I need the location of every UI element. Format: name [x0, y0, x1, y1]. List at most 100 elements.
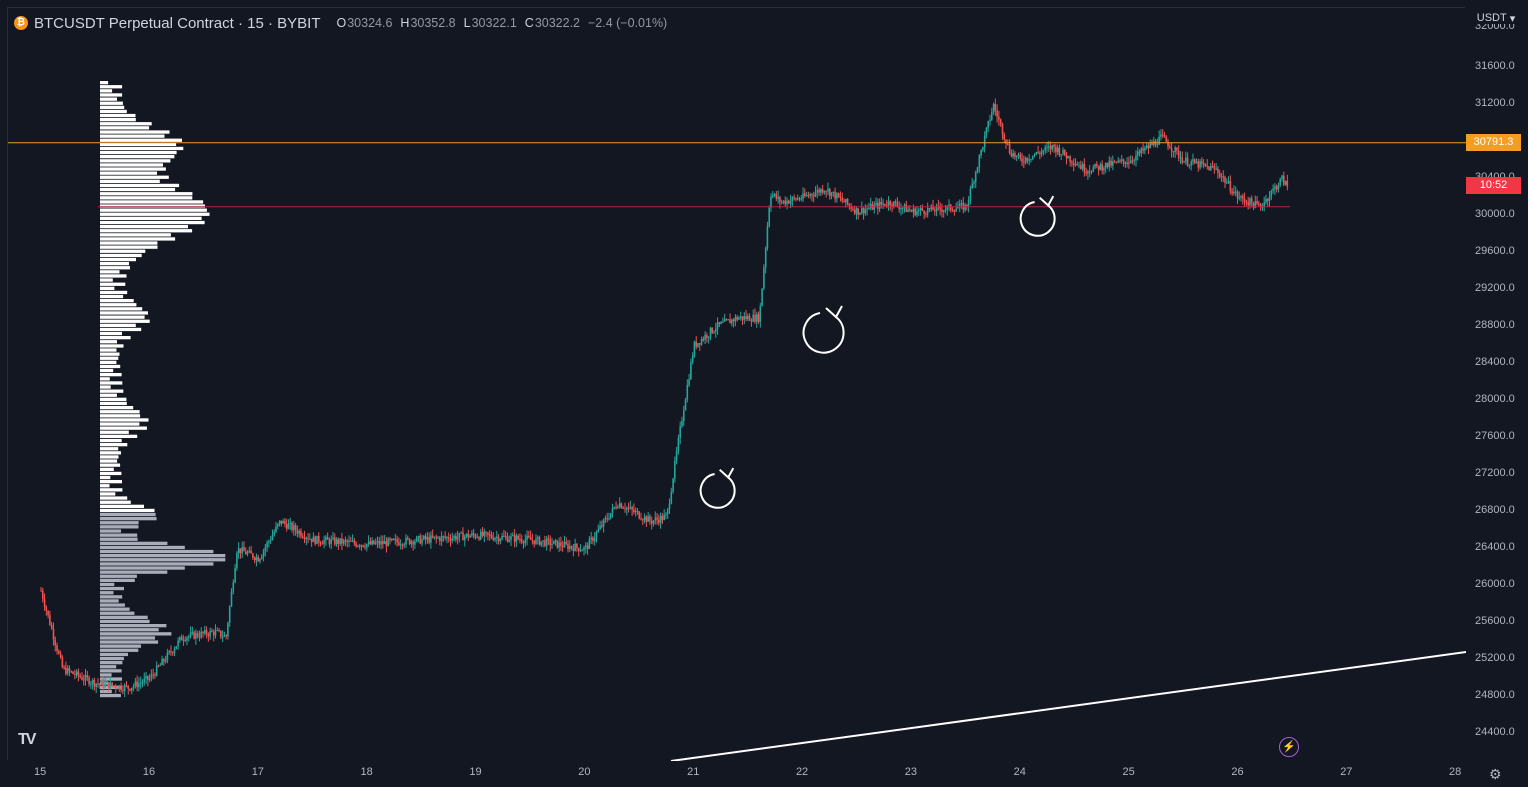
candle-body	[978, 155, 981, 168]
candle-body	[795, 198, 797, 200]
candle-body	[261, 556, 263, 559]
volume-profile-bar	[100, 146, 184, 151]
candle-body	[378, 541, 381, 545]
candle-body	[864, 209, 867, 214]
chart-canvas[interactable]	[8, 8, 1466, 761]
candle-body	[305, 538, 308, 539]
candle-body	[736, 317, 738, 320]
candle-body	[958, 203, 961, 208]
candle-body	[1210, 166, 1212, 171]
candle-body	[136, 681, 138, 688]
volume-profile-bar	[100, 434, 138, 438]
candle-body	[1128, 162, 1130, 164]
candle-body	[1092, 167, 1095, 172]
candle-body	[56, 645, 58, 652]
candle-body	[818, 189, 820, 193]
candle-body	[456, 537, 459, 540]
candle-body	[618, 503, 621, 507]
candle-body	[358, 545, 361, 547]
candle-body	[585, 545, 587, 548]
candle-body	[974, 172, 977, 182]
candle-body	[807, 195, 810, 197]
candle-body	[127, 685, 129, 689]
candle-body	[1090, 171, 1093, 173]
candle-body	[394, 539, 397, 541]
candle-body	[558, 542, 560, 548]
tradingview-logo[interactable]: TV	[18, 731, 37, 748]
candle-body	[328, 539, 331, 545]
candle-body	[950, 204, 952, 211]
candle-body	[492, 537, 494, 540]
candle-body	[259, 559, 261, 562]
candle-body	[501, 536, 503, 540]
volume-profile-bar	[100, 377, 110, 381]
candle-body	[66, 668, 69, 674]
candle-body	[770, 196, 772, 208]
candle-body	[707, 336, 710, 338]
volume-profile-bar	[100, 566, 185, 570]
volume-profile-bar	[100, 183, 180, 188]
candle-body	[1103, 168, 1105, 171]
candle-body	[912, 208, 915, 212]
drawing-circle-arrow-head	[1039, 195, 1055, 207]
volume-profile-bar	[100, 533, 138, 537]
candle-body	[1108, 160, 1111, 167]
volume-profile-bar	[100, 525, 139, 529]
volume-profile-bar	[100, 500, 131, 504]
candle-body	[385, 541, 388, 547]
candle-body	[376, 541, 379, 543]
candle-body	[743, 316, 746, 320]
candle-body	[1037, 152, 1039, 154]
candle-body	[549, 539, 551, 546]
candle-body	[992, 104, 995, 113]
currency-selector[interactable]: USDT ▾	[1471, 8, 1521, 28]
candle-body	[1024, 157, 1027, 163]
candle-body	[862, 207, 865, 214]
candle-body	[1247, 202, 1249, 206]
candle-body	[52, 628, 55, 640]
candle-body	[561, 546, 564, 548]
volume-profile-bar	[100, 414, 141, 418]
candle-body	[967, 200, 970, 206]
plot-area[interactable]	[7, 7, 1466, 761]
price-axis-label: 31600.0	[1475, 60, 1515, 72]
candle-body	[47, 610, 49, 616]
volume-profile-bar	[100, 200, 204, 204]
candle-body	[816, 189, 819, 193]
candle-body	[1160, 134, 1162, 137]
candle-body	[517, 535, 519, 539]
candle-body	[588, 539, 591, 549]
volume-profile-bar	[100, 142, 177, 146]
candle-body	[100, 680, 103, 684]
candle-body	[711, 327, 713, 333]
candle-body	[59, 653, 62, 658]
candle-body	[291, 522, 293, 530]
candle-body	[319, 542, 322, 544]
candle-body	[661, 515, 664, 520]
gear-icon[interactable]: ⚙	[1489, 766, 1502, 782]
lightning-icon[interactable]: ⚡	[1279, 737, 1299, 757]
volume-profile-bar	[100, 290, 128, 295]
candle-body	[68, 668, 71, 672]
volume-profile-bar	[100, 257, 136, 262]
candle-body	[152, 674, 154, 676]
candle-body	[923, 210, 925, 214]
candle-body	[681, 420, 683, 427]
candle-body	[232, 582, 235, 592]
candle-body	[1147, 145, 1150, 148]
candle-body	[761, 288, 763, 307]
candle-body	[1238, 197, 1241, 199]
candle-body	[1181, 157, 1184, 163]
volume-profile-bar	[100, 360, 117, 364]
candle-body	[499, 539, 502, 542]
candle-body	[976, 167, 979, 173]
volume-profile-bar	[100, 430, 129, 434]
candle-body	[111, 682, 113, 686]
candle-body	[513, 535, 516, 542]
volume-profile-bar	[100, 237, 176, 241]
candle-body	[1085, 172, 1087, 174]
candle-body	[334, 537, 336, 545]
symbol-title[interactable]: BTCUSDT Perpetual Contract · 15 · BYBIT	[34, 14, 321, 32]
candle-body	[204, 629, 206, 634]
candle-body	[134, 681, 137, 686]
